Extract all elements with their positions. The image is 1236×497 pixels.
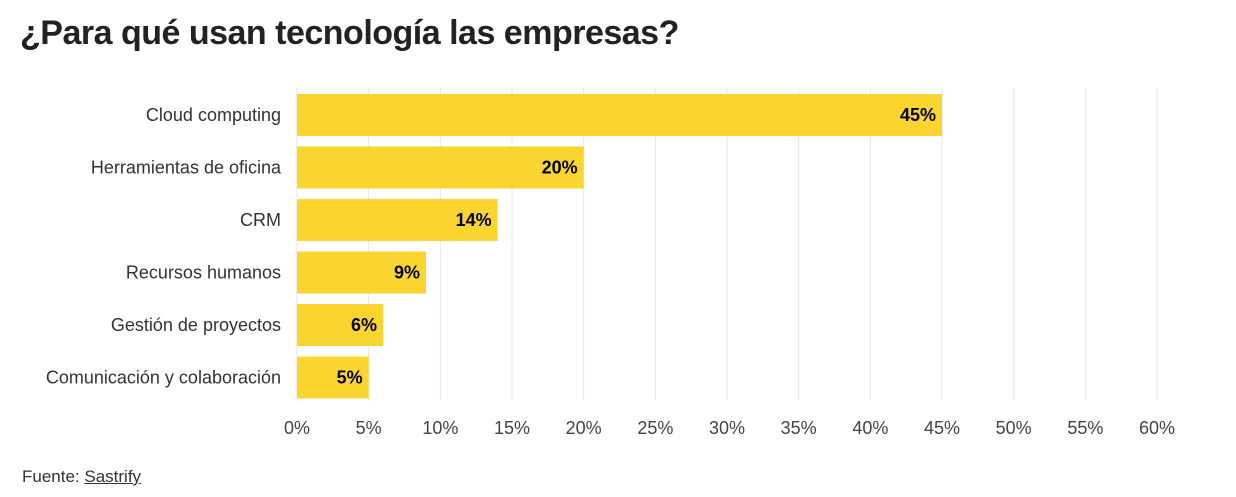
source-prefix: Fuente:: [22, 467, 85, 486]
x-tick-label: 55%: [1067, 418, 1103, 438]
bar: [297, 356, 369, 399]
x-tick-label: 50%: [996, 418, 1032, 438]
category-label: Gestión de proyectos: [111, 315, 281, 335]
bar-chart: Cloud computing Herramientas de oficina CR…: [46, 88, 1175, 438]
x-tick-label: 40%: [852, 418, 888, 438]
bar: [297, 199, 498, 241]
x-tick-label: 15%: [494, 418, 530, 438]
data-label: 14%: [456, 210, 492, 230]
value-labels: 45% 20% 14% 9% 6% 5%: [337, 105, 936, 388]
bars: [297, 94, 942, 399]
category-label: Herramientas de oficina: [91, 158, 282, 178]
x-tick-label: 20%: [566, 418, 602, 438]
data-label: 45%: [900, 105, 936, 125]
category-label: Comunicación y colaboración: [46, 368, 281, 388]
source-link[interactable]: Sastrify: [84, 467, 142, 486]
x-axis-ticks: 0% 5% 10% 15% 20% 25% 30% 35% 40% 45% 50% 55% 60%: [284, 418, 1175, 438]
bar: [297, 304, 383, 346]
x-tick-label: 25%: [637, 418, 673, 438]
bar: [297, 94, 942, 136]
bar: [297, 251, 426, 294]
category-label: CRM: [240, 210, 281, 230]
data-label: 9%: [394, 263, 420, 283]
chart-title: ¿Para qué usan tecnología las empresas?: [20, 14, 679, 52]
data-label: 20%: [542, 158, 578, 178]
x-tick-label: 60%: [1139, 418, 1175, 438]
x-tick-label: 10%: [422, 418, 458, 438]
x-tick-label: 35%: [781, 418, 817, 438]
source-note: Fuente: Sastrify: [22, 467, 141, 487]
category-label: Recursos humanos: [126, 263, 281, 283]
x-tick-label: 0%: [284, 418, 310, 438]
category-label: Cloud computing: [146, 105, 281, 125]
x-tick-label: 5%: [356, 418, 382, 438]
data-label: 5%: [337, 368, 363, 388]
gridlines: [296, 88, 1158, 400]
data-label: 6%: [351, 315, 377, 335]
bar: [297, 146, 584, 189]
x-tick-label: 30%: [709, 418, 745, 438]
x-tick-label: 45%: [924, 418, 960, 438]
category-labels: Cloud computing Herramientas de oficina CR…: [46, 105, 282, 388]
